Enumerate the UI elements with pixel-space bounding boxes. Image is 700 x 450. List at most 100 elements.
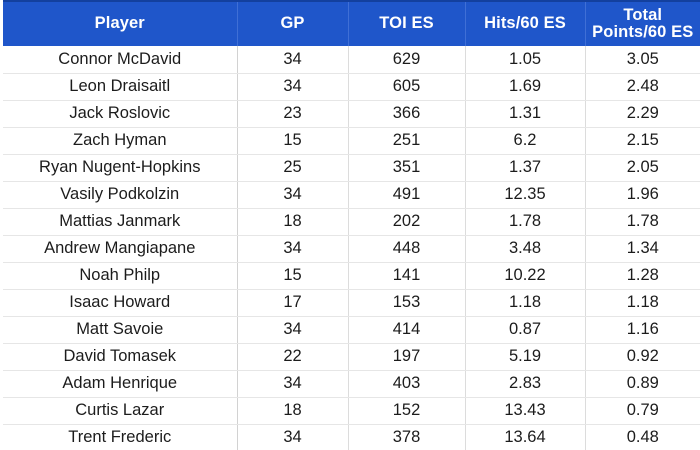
table-row[interactable]: Leon Draisaitl 34 605 1.69 2.48 (3, 73, 700, 101)
cell-total_points60_es[interactable]: 2.15 (585, 127, 700, 155)
cell-toi_es[interactable]: 414 (348, 316, 466, 344)
cell-total_points60_es[interactable]: 0.92 (585, 343, 700, 371)
cell-player[interactable]: Zach Hyman (3, 127, 238, 155)
table-row[interactable]: Andrew Mangiapane 34 448 3.48 1.34 (3, 235, 700, 263)
cell-total_points60_es[interactable]: 1.18 (585, 289, 700, 317)
cell-gp[interactable]: 17 (237, 289, 349, 317)
cell-player[interactable]: Trent Frederic (3, 424, 238, 450)
table-row[interactable]: Zach Hyman 15 251 6.2 2.15 (3, 127, 700, 155)
cell-gp[interactable]: 34 (237, 235, 349, 263)
cell-hits60_es[interactable]: 1.05 (465, 46, 586, 74)
cell-toi_es[interactable]: 366 (348, 100, 466, 128)
cell-player[interactable]: Andrew Mangiapane (3, 235, 238, 263)
cell-toi_es[interactable]: 629 (348, 46, 466, 74)
cell-toi_es[interactable]: 141 (348, 262, 466, 290)
cell-player[interactable]: David Tomasek (3, 343, 238, 371)
cell-toi_es[interactable]: 153 (348, 289, 466, 317)
column-header-player-line-1: Player (94, 14, 145, 33)
cell-toi_es[interactable]: 491 (348, 181, 466, 209)
cell-hits60_es[interactable]: 1.69 (465, 73, 586, 101)
cell-toi_es[interactable]: 378 (348, 424, 466, 450)
cell-hits60_es[interactable]: 1.18 (465, 289, 586, 317)
cell-gp[interactable]: 15 (237, 262, 349, 290)
table-row[interactable]: Trent Frederic 34 378 13.64 0.48 (3, 424, 700, 450)
cell-total_points60_es[interactable]: 1.16 (585, 316, 700, 344)
cell-player[interactable]: Adam Henrique (3, 370, 238, 398)
cell-gp[interactable]: 34 (237, 46, 349, 74)
cell-player[interactable]: Mattias Janmark (3, 208, 238, 236)
column-header-toi-es[interactable]: TOI ES (348, 0, 466, 46)
cell-gp[interactable]: 34 (237, 316, 349, 344)
cell-hits60_es[interactable]: 10.22 (465, 262, 586, 290)
table-row[interactable]: Matt Savoie 34 414 0.87 1.16 (3, 316, 700, 344)
cell-total_points60_es[interactable]: 3.05 (585, 46, 700, 74)
cell-toi_es[interactable]: 251 (348, 127, 466, 155)
cell-player[interactable]: Matt Savoie (3, 316, 238, 344)
cell-gp[interactable]: 18 (237, 397, 349, 425)
cell-gp[interactable]: 18 (237, 208, 349, 236)
table-row[interactable]: Curtis Lazar 18 152 13.43 0.79 (3, 397, 700, 425)
cell-player[interactable]: Connor McDavid (3, 46, 238, 74)
cell-gp[interactable]: 34 (237, 73, 349, 101)
cell-total_points60_es[interactable]: 2.48 (585, 73, 700, 101)
table-row[interactable]: Adam Henrique 34 403 2.83 0.89 (3, 370, 700, 398)
cell-toi_es[interactable]: 403 (348, 370, 466, 398)
cell-gp[interactable]: 34 (237, 181, 349, 209)
table-row[interactable]: Mattias Janmark 18 202 1.78 1.78 (3, 208, 700, 236)
cell-gp[interactable]: 23 (237, 100, 349, 128)
cell-hits60_es[interactable]: 1.37 (465, 154, 586, 182)
cell-toi_es[interactable]: 448 (348, 235, 466, 263)
cell-gp[interactable]: 15 (237, 127, 349, 155)
cell-total_points60_es[interactable]: 2.05 (585, 154, 700, 182)
cell-toi_es[interactable]: 605 (348, 73, 466, 101)
cell-hits60_es[interactable]: 13.64 (465, 424, 586, 450)
cell-gp[interactable]: 34 (237, 424, 349, 450)
table-row[interactable]: Vasily Podkolzin 34 491 12.35 1.96 (3, 181, 700, 209)
cell-gp[interactable]: 22 (237, 343, 349, 371)
cell-player[interactable]: Jack Roslovic (3, 100, 238, 128)
cell-toi_es[interactable]: 197 (348, 343, 466, 371)
cell-hits60_es[interactable]: 1.78 (465, 208, 586, 236)
table-header-row: Player GP TOI ES Hits/60 ES Total Points… (3, 0, 700, 46)
table-row[interactable]: Isaac Howard 17 153 1.18 1.18 (3, 289, 700, 317)
cell-toi_es[interactable]: 202 (348, 208, 466, 236)
cell-hits60_es[interactable]: 1.31 (465, 100, 586, 128)
table-row[interactable]: Connor McDavid 34 629 1.05 3.05 (3, 46, 700, 74)
cell-hits60_es[interactable]: 2.83 (465, 370, 586, 398)
cell-total_points60_es[interactable]: 1.78 (585, 208, 700, 236)
column-header-gp[interactable]: GP (237, 0, 349, 46)
cell-hits60_es[interactable]: 6.2 (465, 127, 586, 155)
cell-player[interactable]: Ryan Nugent-Hopkins (3, 154, 238, 182)
cell-player[interactable]: Noah Philp (3, 262, 238, 290)
cell-gp[interactable]: 25 (237, 154, 349, 182)
cell-total_points60_es[interactable]: 0.89 (585, 370, 700, 398)
cell-hits60_es[interactable]: 13.43 (465, 397, 586, 425)
column-header-total-points-60-es[interactable]: Total Points/60 ES (585, 0, 700, 46)
column-header-toi-es-line-1: TOI ES (379, 14, 434, 33)
cell-total_points60_es[interactable]: 0.48 (585, 424, 700, 450)
cell-hits60_es[interactable]: 12.35 (465, 181, 586, 209)
column-header-hits-60-es[interactable]: Hits/60 ES (465, 0, 586, 46)
column-header-player[interactable]: Player (3, 0, 238, 46)
cell-toi_es[interactable]: 351 (348, 154, 466, 182)
cell-total_points60_es[interactable]: 1.28 (585, 262, 700, 290)
cell-player[interactable]: Curtis Lazar (3, 397, 238, 425)
cell-hits60_es[interactable]: 0.87 (465, 316, 586, 344)
cell-player[interactable]: Vasily Podkolzin (3, 181, 238, 209)
table-body: Connor McDavid 34 629 1.05 3.05 Leon Draisait… (3, 46, 700, 450)
cell-toi_es[interactable]: 152 (348, 397, 466, 425)
cell-total_points60_es[interactable]: 0.79 (585, 397, 700, 425)
cell-hits60_es[interactable]: 3.48 (465, 235, 586, 263)
table-row[interactable]: Noah Philp 15 141 10.22 1.28 (3, 262, 700, 290)
cell-player[interactable]: Isaac Howard (3, 289, 238, 317)
cell-total_points60_es[interactable]: 1.34 (585, 235, 700, 263)
table-row[interactable]: David Tomasek 22 197 5.19 0.92 (3, 343, 700, 371)
cell-hits60_es[interactable]: 5.19 (465, 343, 586, 371)
cell-total_points60_es[interactable]: 1.96 (585, 181, 700, 209)
cell-total_points60_es[interactable]: 2.29 (585, 100, 700, 128)
cell-player[interactable]: Leon Draisaitl (3, 73, 238, 101)
table-row[interactable]: Jack Roslovic 23 366 1.31 2.29 (3, 100, 700, 128)
table-row[interactable]: Ryan Nugent-Hopkins 25 351 1.37 2.05 (3, 154, 700, 182)
cell-gp[interactable]: 34 (237, 370, 349, 398)
